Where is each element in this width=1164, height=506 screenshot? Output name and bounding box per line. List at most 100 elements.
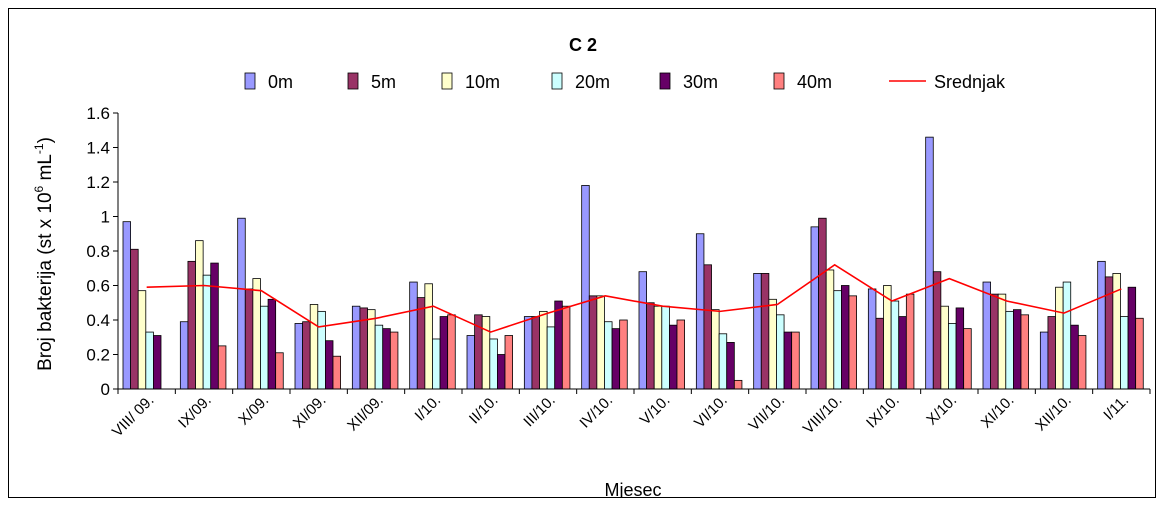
bar-5m-15 [932,271,942,390]
bar-10m-5 [367,309,376,390]
bar-5m-10 [646,302,655,390]
bar-30m-17 [1070,324,1079,390]
bar-5m-16 [990,293,999,390]
bar-30m-8 [554,300,563,390]
x-tick-label: IX/10. [863,392,903,432]
bar-10m-9 [596,295,605,390]
bar-5m-4 [302,321,311,390]
bar-40m-11 [733,379,743,390]
bar-30m-11 [726,342,735,390]
bar-20m-16 [1005,310,1014,390]
bar-0m-6 [409,281,418,390]
x-tick-label: IX/09. [175,392,215,432]
y-axis-label-mid: mL [35,154,56,186]
x-axis-label: Mjesec [604,480,661,497]
legend-label-0m: 0m [268,72,293,92]
y-axis-label-sup1: 6 [32,185,46,192]
bar-30m-1 [152,335,162,390]
bar-20m-18 [1120,316,1129,390]
bar-30m-6 [439,316,449,390]
bar-20m-9 [604,321,613,390]
bar-5m-2 [187,260,196,390]
bar-40m-7 [504,335,513,390]
bar-20m-3 [260,305,269,390]
bar-30m-2 [210,262,219,390]
legend-swatch-20m [551,72,563,90]
x-tick-label: XII/10. [1032,392,1075,435]
x-tick-label: XI/10. [978,392,1018,432]
bar-10m-16 [997,293,1007,390]
bar-0m-13 [810,226,819,390]
legend-swatch-40m [773,72,785,90]
bar-20m-14 [890,300,900,390]
bar-40m-17 [1077,335,1087,390]
bar-30m-16 [1013,309,1022,390]
bar-0m-3 [237,217,246,390]
x-tick-label: VIII/10. [800,392,846,438]
bar-40m-9 [619,319,628,390]
legend-label-10m: 10m [465,72,500,92]
legend-label-line: Srednjak [934,72,1006,92]
bar-40m-8 [561,305,571,390]
bar-40m-16 [1020,314,1029,390]
bar-5m-11 [703,264,712,390]
y-tick-label: 0.8 [86,242,110,261]
bar-10m-1 [137,290,147,390]
legend-swatch-5m [347,72,359,90]
bar-5m-13 [818,217,827,390]
bar-30m-5 [382,328,391,390]
bar-20m-17 [1062,281,1072,390]
bar-0m-11 [695,233,705,390]
bar-10m-7 [481,316,491,390]
chart-svg: C 2 0m 5m 10m 20m 30m 40m Srednjak 00.20.40.60… [32,35,1151,497]
bar-0m-1 [122,221,131,390]
bar-5m-6 [416,297,426,390]
legend-label-20m: 20m [575,72,610,92]
x-tick-label: XI/09. [290,392,330,432]
y-tick-label: 0.2 [86,346,110,365]
bar-40m-5 [389,331,399,390]
y-tick-label: 0.4 [86,311,110,330]
bar-40m-12 [791,331,800,390]
y-tick-label: 1.6 [86,104,110,123]
y-tick-label: 1 [101,208,110,227]
y-tick-label: 0.6 [86,277,110,296]
bar-10m-2 [195,240,204,390]
x-tick-label: I/10. [412,392,445,425]
bar-20m-2 [202,274,212,390]
bar-20m-7 [489,338,498,390]
bar-10m-15 [940,305,949,390]
bar-20m-12 [776,314,785,390]
bar-10m-17 [1055,286,1064,390]
bar-10m-13 [825,269,835,390]
bar-0m-14 [867,288,877,390]
bar-20m-8 [546,326,556,390]
bar-5m-1 [130,248,139,390]
bar-20m-15 [948,323,957,390]
x-tick-label: V/10. [637,392,674,429]
bar-0m-7 [466,335,475,390]
bar-5m-9 [588,295,598,390]
bar-40m-4 [332,355,341,390]
bar-10m-8 [539,310,548,390]
bar-40m-3 [275,352,284,390]
y-tick-label: 1.4 [86,139,110,158]
bar-30m-15 [955,307,965,390]
x-tick-label: II/10. [466,392,502,428]
bar-5m-17 [1047,316,1056,390]
x-tick-label: I/11. [1100,392,1132,424]
bar-20m-4 [317,310,326,390]
legend: 0m 5m 10m 20m 30m 40m Srednjak [244,72,1006,92]
bar-10m-14 [883,285,892,390]
bar-30m-12 [783,331,793,390]
x-axis: VIII/ 09. IX/09. X/09. XI/09. XII/09. I/10. II… [109,388,1151,440]
chart-title: C 2 [569,35,597,55]
bar-5m-12 [760,273,770,390]
bar-20m-11 [718,333,728,390]
chart-frame: C 2 0m 5m 10m 20m 30m 40m Srednjak 0 0.2 0.4 0.6 0… [8,8,1156,498]
bar-40m-10 [676,319,685,390]
bar-30m-18 [1127,286,1137,390]
y-axis-label-end: ) [35,137,56,143]
bar-0m-2 [179,321,189,390]
y-tick-label: 0 [101,380,110,399]
